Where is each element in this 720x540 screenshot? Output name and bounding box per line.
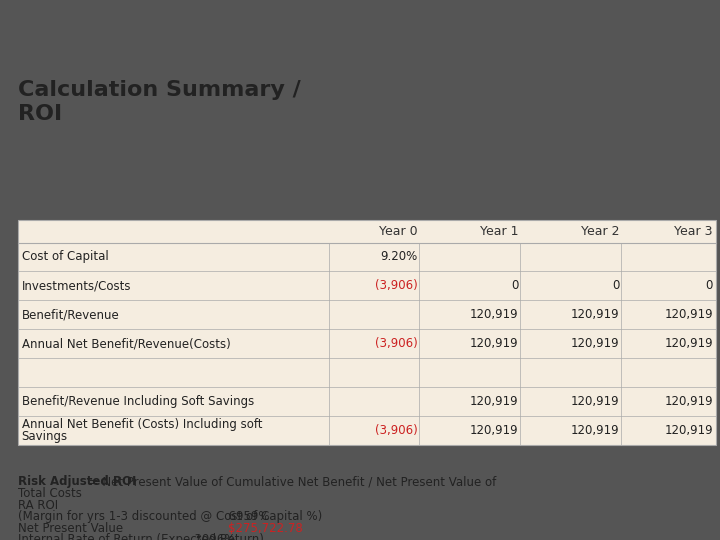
Text: 120,919: 120,919: [570, 395, 619, 408]
Text: Risk Adjusted ROI: Risk Adjusted ROI: [18, 475, 136, 488]
Text: Benefit/Revenue Including Soft Savings: Benefit/Revenue Including Soft Savings: [22, 395, 254, 408]
Text: 3096%: 3096%: [158, 534, 235, 540]
Text: = Net Present Value of Cumulative Net Benefit / Net Present Value of: = Net Present Value of Cumulative Net Be…: [85, 475, 497, 488]
Text: Year 0: Year 0: [379, 225, 418, 238]
Text: Annual Net Benefit/Revenue(Costs): Annual Net Benefit/Revenue(Costs): [22, 338, 230, 350]
Text: 120,919: 120,919: [469, 338, 518, 350]
Text: (3,906): (3,906): [375, 338, 418, 350]
Text: Benefit/Revenue: Benefit/Revenue: [22, 308, 120, 321]
Text: (3,906): (3,906): [375, 279, 418, 293]
Text: 120,919: 120,919: [570, 424, 619, 437]
Text: Investments/Costs: Investments/Costs: [22, 279, 131, 293]
Text: Annual Net Benefit (Costs) Including soft: Annual Net Benefit (Costs) Including sof…: [22, 418, 262, 431]
Text: (3,906): (3,906): [375, 424, 418, 437]
Text: 120,919: 120,919: [469, 395, 518, 408]
Text: 120,919: 120,919: [664, 338, 713, 350]
Text: Year 2: Year 2: [581, 225, 619, 238]
Text: 6959%: 6959%: [191, 510, 269, 523]
Text: Savings: Savings: [22, 430, 68, 443]
Text: 120,919: 120,919: [469, 308, 518, 321]
Text: 120,919: 120,919: [664, 308, 713, 321]
Text: Year 1: Year 1: [480, 225, 518, 238]
Text: 120,919: 120,919: [664, 395, 713, 408]
Text: 120,919: 120,919: [469, 424, 518, 437]
Text: 120,919: 120,919: [664, 424, 713, 437]
Text: Calculation Summary /
ROI: Calculation Summary / ROI: [18, 79, 301, 124]
Text: Cost of Capital: Cost of Capital: [22, 251, 108, 264]
Text: 0: 0: [612, 279, 619, 293]
Text: Total Costs: Total Costs: [18, 487, 82, 500]
FancyBboxPatch shape: [18, 220, 716, 446]
Text: RA ROI: RA ROI: [18, 498, 58, 511]
Text: (Margin for yrs 1-3 discounted @ Cost of Capital %): (Margin for yrs 1-3 discounted @ Cost of…: [18, 510, 323, 523]
Text: 0: 0: [511, 279, 518, 293]
Text: Year 3: Year 3: [675, 225, 713, 238]
Text: 120,919: 120,919: [570, 338, 619, 350]
Text: Net Present Value: Net Present Value: [18, 522, 123, 535]
Text: Internal Rate of Return (Expected Return): Internal Rate of Return (Expected Return…: [18, 534, 264, 540]
Text: $275,722.78: $275,722.78: [78, 522, 302, 535]
Text: 0: 0: [706, 279, 713, 293]
Text: 9.20%: 9.20%: [380, 251, 418, 264]
Text: 120,919: 120,919: [570, 308, 619, 321]
